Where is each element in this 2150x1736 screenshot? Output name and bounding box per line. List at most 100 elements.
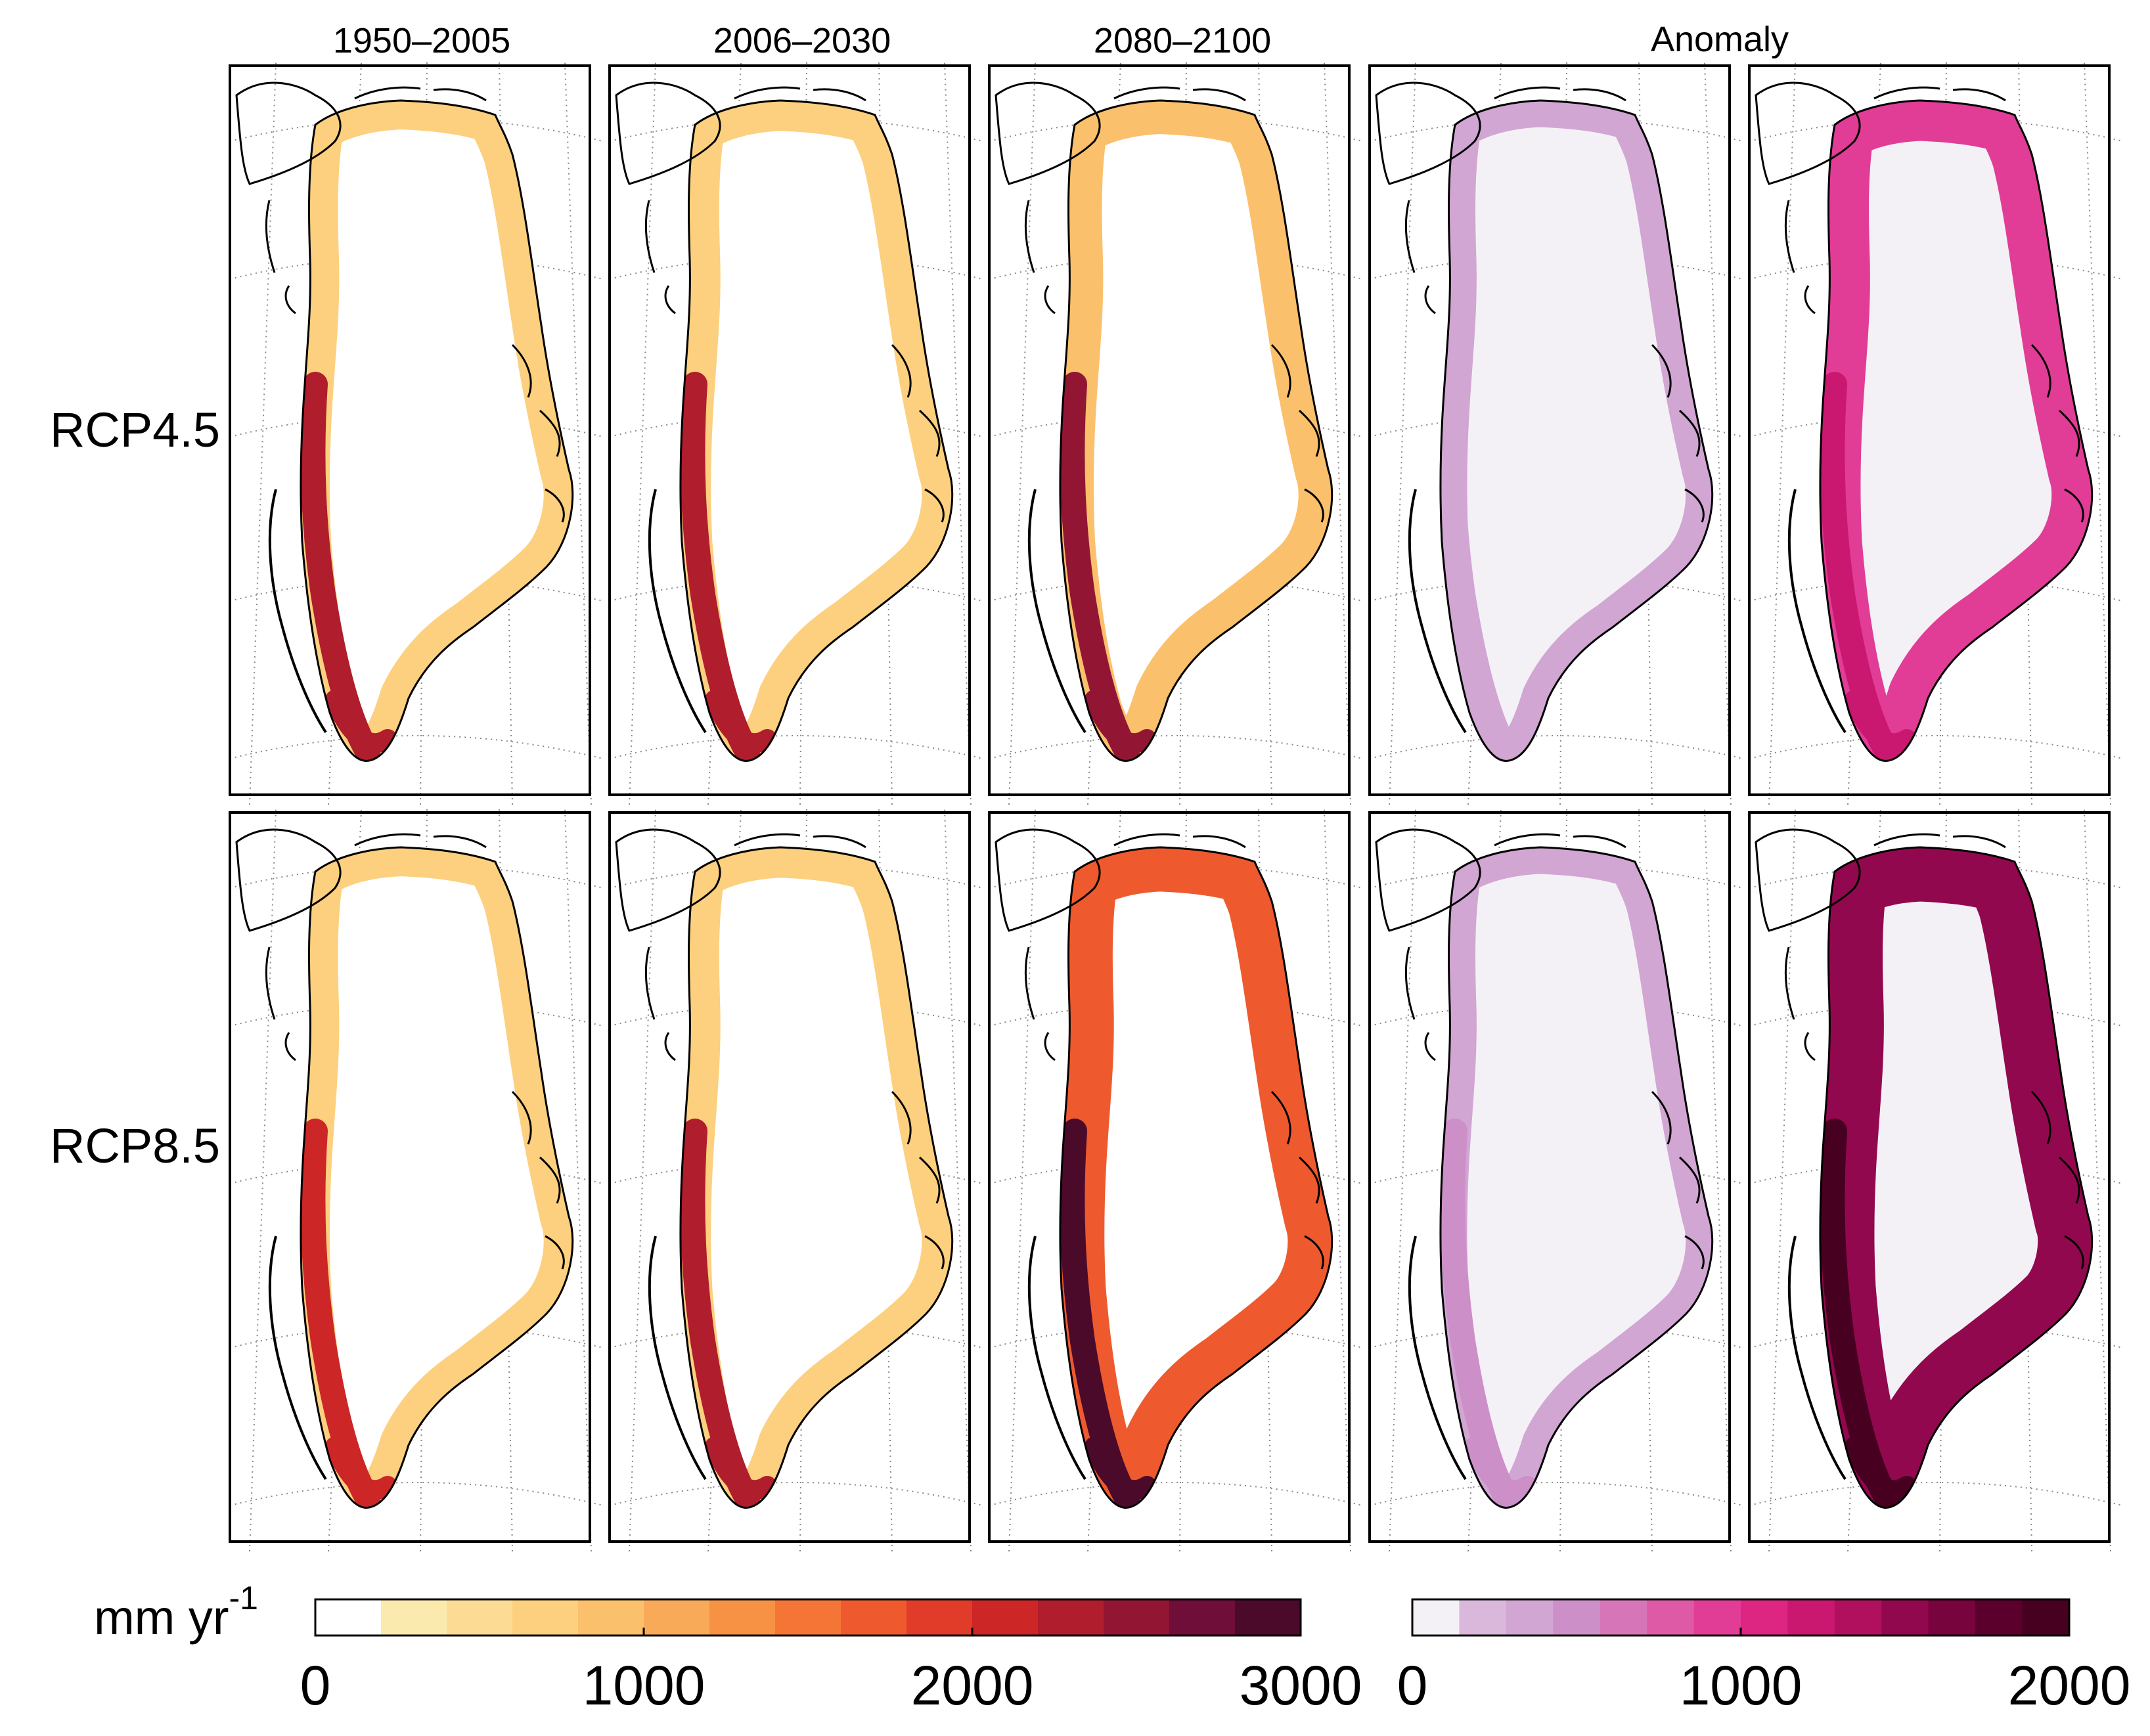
colorbar-absolute-swatch — [1169, 1599, 1236, 1636]
coastline — [1375, 828, 1714, 1509]
northwest-fjords — [1404, 200, 1436, 315]
graticule — [229, 62, 604, 805]
north-coast — [354, 86, 487, 102]
north-coast — [1113, 833, 1246, 849]
colorbar-unit-label: mm yr-1 — [94, 1580, 258, 1645]
southwest-fjords — [268, 489, 327, 734]
ellesmere-coast — [615, 828, 721, 932]
latitude-line — [989, 1002, 1363, 1027]
latitude-line — [229, 413, 604, 437]
latitude-line — [989, 413, 1363, 437]
coastline-outline — [300, 99, 574, 762]
ellesmere-coast — [1755, 81, 1861, 185]
latitude-line — [609, 1160, 983, 1184]
colorbar-absolute-swatch — [1235, 1599, 1301, 1636]
coastline-outline — [1439, 99, 1714, 762]
north-coast — [354, 833, 487, 849]
row-label-rcp45: RCP4.5 — [50, 403, 220, 457]
latitude-line — [229, 1002, 604, 1027]
latitude-line — [609, 1482, 983, 1506]
row-labels: RCP4.5 RCP8.5 — [50, 403, 220, 1173]
panel-frame — [1368, 811, 1731, 1543]
column-titles: 1950–2005 2006–2030 2080–2100 Anomaly — [333, 20, 1789, 60]
greenland-map — [1749, 809, 2123, 1552]
greenland-map — [1749, 62, 2123, 805]
colorbar-absolute-swatch — [907, 1599, 973, 1636]
latitude-line — [1749, 1160, 2123, 1184]
latitude-line — [1369, 577, 1743, 602]
colorbar-absolute-swatch — [775, 1599, 841, 1636]
column-title-2080-2100: 2080–2100 — [1094, 21, 1271, 60]
colorbar-absolute-swatch — [512, 1599, 579, 1636]
southwest-fjords — [1027, 489, 1086, 734]
colorbar-anomaly-swatch — [1741, 1599, 1788, 1636]
southwest-fjords — [1027, 1235, 1086, 1480]
colorbar-absolute-tick-label: 2000 — [911, 1655, 1034, 1716]
latitude-line — [989, 577, 1363, 602]
colorbar-anomaly-swatch — [1506, 1599, 1554, 1636]
north-coast — [734, 833, 866, 849]
coastline-outline — [1439, 846, 1714, 1509]
latitude-line — [609, 864, 983, 889]
colorbar-absolute-swatch — [972, 1599, 1039, 1636]
southwest-fjords — [1408, 1235, 1467, 1480]
latitude-line — [1749, 1482, 2123, 1506]
southwest-fjords — [268, 1235, 327, 1480]
panel-rcp85-2006-2030 — [608, 809, 983, 1552]
graticule — [989, 62, 1363, 805]
coastline-outline — [300, 846, 574, 1509]
colorbar-anomaly-swatch — [1553, 1599, 1601, 1636]
colorbar-absolute-tick-label: 3000 — [1240, 1655, 1362, 1716]
north-coast — [1873, 833, 2006, 849]
colorbar-anomaly-swatch — [1647, 1599, 1695, 1636]
north-coast — [1113, 86, 1246, 102]
coastline — [235, 81, 574, 762]
north-coast — [1873, 86, 2006, 102]
ellesmere-coast — [1375, 828, 1481, 932]
greenland-map — [229, 62, 604, 805]
colorbar-anomaly-swatch — [1459, 1599, 1507, 1636]
east-fjords — [891, 1090, 945, 1270]
colorbar-absolute-swatch — [315, 1599, 382, 1636]
northwest-fjords — [1024, 200, 1056, 315]
graticule — [609, 62, 983, 805]
latitude-line — [1369, 118, 1743, 142]
colorbar-absolute-swatch — [709, 1599, 776, 1636]
latitude-line — [609, 1002, 983, 1027]
colorbar-unit-exponent: -1 — [229, 1580, 258, 1616]
southwest-fjords — [1787, 1235, 1847, 1480]
melt-peak-south — [705, 1436, 777, 1500]
latitude-line — [229, 864, 604, 889]
east-fjords — [511, 1090, 565, 1270]
column-title-1950-2005: 1950–2005 — [333, 21, 510, 60]
southwest-fjords — [648, 489, 707, 734]
column-title-2006-2030: 2006–2030 — [713, 21, 891, 60]
colorbar-anomaly-swatch — [1693, 1599, 1741, 1636]
latitude-line — [1749, 577, 2123, 602]
ellesmere-coast — [615, 81, 721, 185]
row-label-rcp85: RCP8.5 — [50, 1119, 220, 1173]
anomaly-title: Anomaly — [1651, 20, 1789, 59]
melt-peak-south — [1085, 1436, 1157, 1500]
panel-rcp45-2006-2030 — [608, 62, 983, 805]
northwest-fjords — [1404, 946, 1436, 1061]
panel-frame — [608, 811, 971, 1543]
latitude-line — [989, 1324, 1363, 1348]
east-fjords — [1651, 344, 1705, 523]
graticule — [1749, 62, 2123, 805]
panel-rcp45-2080-2100 — [988, 62, 1363, 805]
latitude-line — [1749, 1002, 2123, 1027]
panel-frame — [1748, 811, 2111, 1543]
latitude-line — [609, 256, 983, 280]
coastline — [995, 81, 1333, 762]
latitude-line — [1369, 735, 1743, 759]
colorbar-absolute-tick-label: 1000 — [583, 1655, 705, 1716]
latitude-line — [609, 1324, 983, 1348]
latitude-line — [229, 118, 604, 142]
colorbar-anomaly-swatch — [1834, 1599, 1882, 1636]
panel-frame — [608, 64, 971, 796]
northwest-fjords — [644, 946, 676, 1061]
latitude-line — [1369, 1482, 1743, 1506]
coastline — [1755, 81, 2094, 762]
colorbar-anomaly-swatch — [1881, 1599, 1929, 1636]
